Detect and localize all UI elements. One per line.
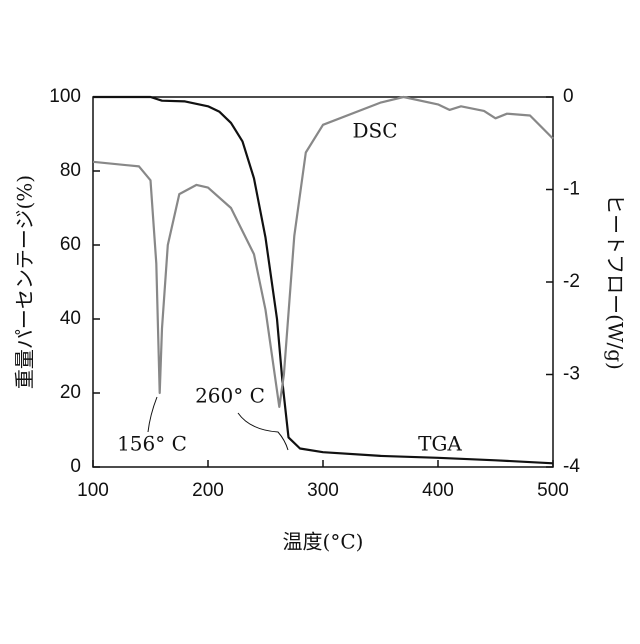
annotation: 156° C [117, 432, 187, 456]
x-tick-label: 300 [307, 480, 339, 501]
series-line [93, 97, 553, 463]
y2-tick-label: -2 [563, 271, 580, 292]
x-tick-label: 400 [422, 480, 454, 501]
page: 温度(°C) 重量パーセンテージ(%) ヒートフロー(W/g) 10020030… [0, 0, 640, 644]
y2-tick-label: 0 [563, 86, 574, 107]
leader-line [238, 413, 288, 450]
y-tick-label: 40 [60, 308, 81, 329]
y-tick-label: 20 [60, 382, 81, 403]
y2-tick-label: -4 [563, 456, 580, 477]
y-tick-label: 0 [70, 456, 81, 477]
y2-tick-label: -1 [563, 179, 580, 200]
leader-line [148, 397, 157, 432]
x-tick-label: 200 [192, 480, 224, 501]
y-axis-label: 重量パーセンテージ(%) [13, 175, 37, 389]
annotation: 260° C [195, 384, 265, 408]
x-tick-label: 100 [77, 480, 109, 501]
y2-axis-label: ヒートフロー(W/g) [604, 194, 628, 370]
y-tick-label: 60 [60, 234, 81, 255]
series-line [93, 97, 553, 407]
y2-tick-label: -3 [563, 364, 580, 385]
annotation: TGA [418, 432, 462, 456]
y-tick-label: 80 [60, 160, 81, 181]
plot-frame [93, 97, 553, 467]
y-tick-label: 100 [49, 86, 81, 107]
x-tick-label: 500 [537, 480, 569, 501]
x-axis-label: 温度(°C) [283, 530, 364, 554]
chart: 温度(°C) 重量パーセンテージ(%) ヒートフロー(W/g) 10020030… [0, 0, 640, 640]
annotation: DSC [352, 119, 397, 143]
